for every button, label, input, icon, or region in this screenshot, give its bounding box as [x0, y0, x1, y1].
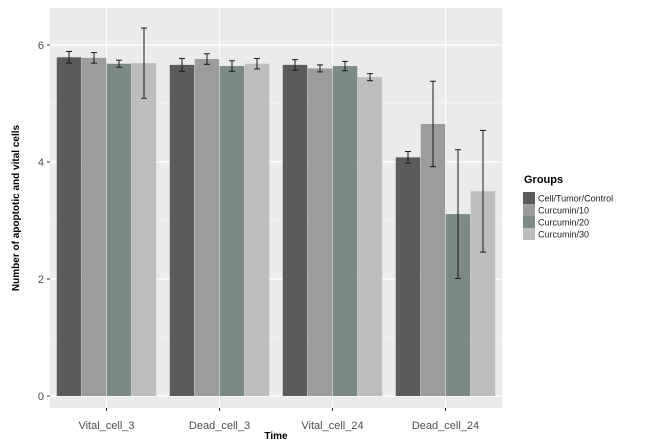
x-tick-label: Vital_cell_24: [301, 420, 363, 432]
legend-title: Groups: [524, 174, 563, 186]
legend: Groups Cell/Tumor/Control Curcumin/10 Curc…: [523, 174, 613, 240]
x-tick-label: Vital_cell_3: [78, 420, 134, 432]
x-axis: Vital_cell_3 Dead_cell_3 Vital_cell_24 Dead…: [78, 408, 479, 432]
x-tick-label: Dead_cell_3: [189, 420, 250, 432]
bar: [395, 157, 421, 396]
legend-swatch: [523, 192, 535, 204]
y-tick-label: 0: [38, 391, 44, 403]
x-axis-title: Time: [264, 431, 288, 441]
y-tick-label: 2: [38, 274, 44, 286]
bar: [307, 68, 333, 397]
y-tick-label: 4: [38, 157, 44, 169]
bar: [81, 57, 107, 397]
bar: [357, 77, 383, 397]
y-axis: 0 2 4 6: [38, 40, 50, 403]
legend-label: Cell/Tumor/Control: [538, 194, 613, 204]
bar: [420, 123, 446, 396]
legend-label: Curcumin/10: [538, 206, 589, 216]
bar: [131, 63, 157, 396]
bar: [56, 57, 82, 396]
legend-label: Curcumin/30: [538, 230, 589, 240]
legend-swatch: [523, 216, 535, 228]
y-tick-label: 6: [38, 40, 44, 52]
error-bars: [66, 27, 486, 279]
legend-label: Curcumin/20: [538, 218, 589, 228]
y-axis-title: Number of apoptotic and vital cells: [11, 124, 22, 291]
bar: [244, 63, 270, 396]
bar: [219, 66, 245, 396]
legend-swatch: [523, 228, 535, 240]
legend-swatch: [523, 204, 535, 216]
bar: [106, 63, 132, 396]
bar: [194, 59, 220, 396]
x-tick-label: Dead_cell_24: [412, 420, 479, 432]
bar: [282, 64, 308, 396]
bar: [169, 64, 195, 396]
bar: [332, 66, 358, 396]
